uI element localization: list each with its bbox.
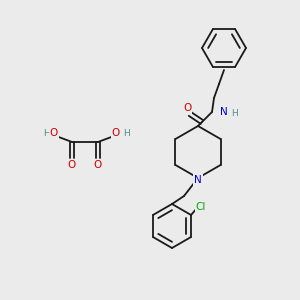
Text: O: O bbox=[50, 128, 58, 138]
Text: N: N bbox=[220, 107, 228, 117]
Text: H: H bbox=[124, 130, 130, 139]
Text: O: O bbox=[112, 128, 120, 138]
Text: O: O bbox=[183, 103, 191, 113]
Text: O: O bbox=[68, 160, 76, 170]
Text: H: H bbox=[43, 130, 50, 139]
Text: Cl: Cl bbox=[196, 202, 206, 212]
Text: H: H bbox=[231, 110, 237, 118]
Text: N: N bbox=[194, 175, 202, 185]
Text: O: O bbox=[94, 160, 102, 170]
